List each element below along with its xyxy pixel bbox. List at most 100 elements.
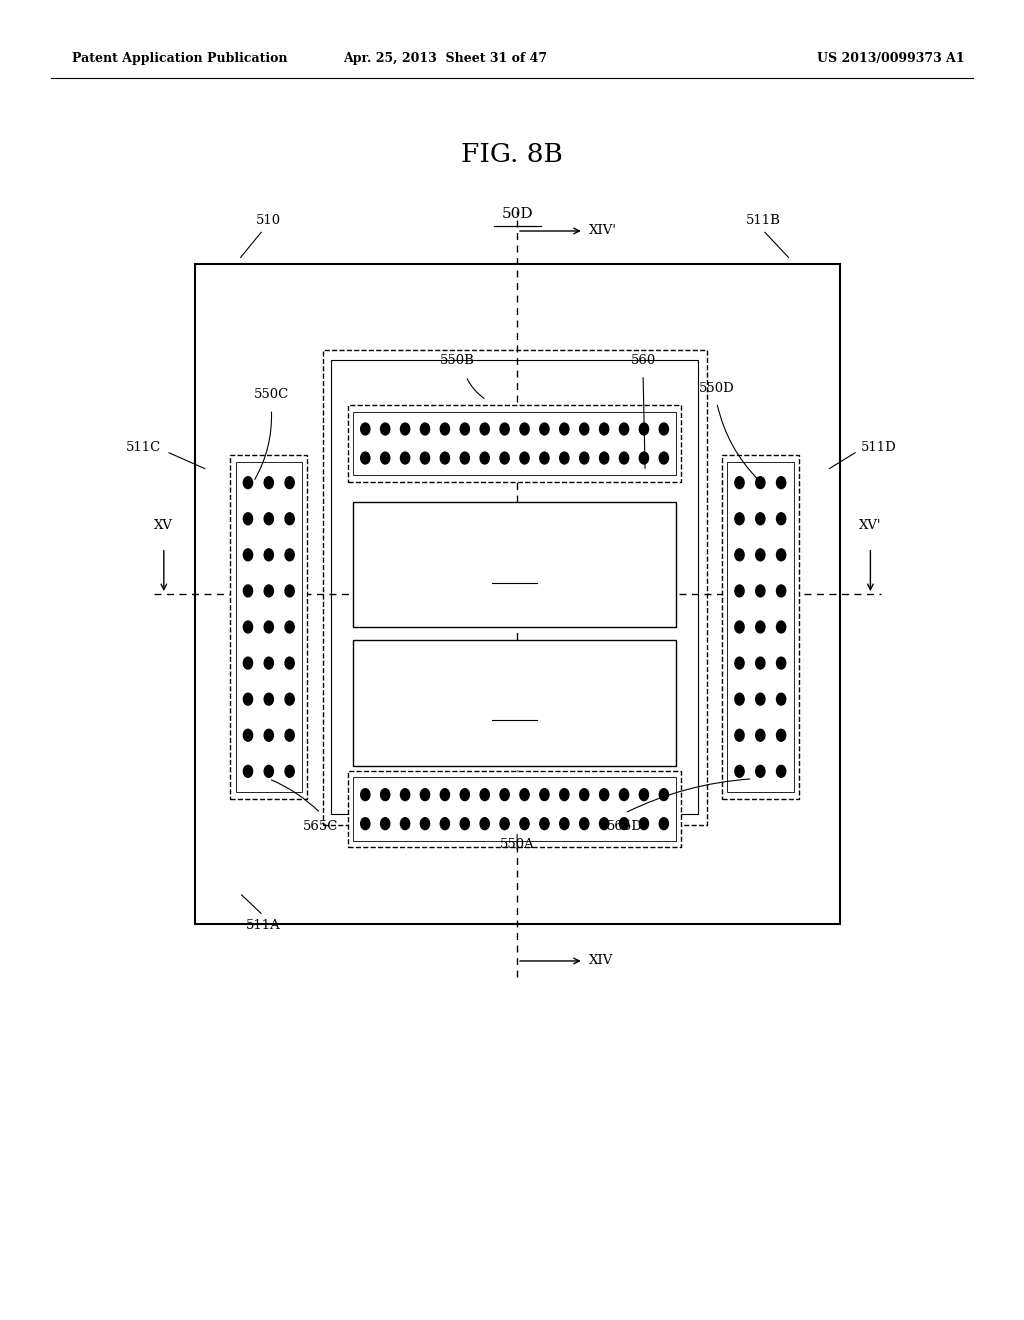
Circle shape	[620, 817, 629, 830]
Bar	[353, 777, 676, 841]
Bar	[353, 502, 676, 627]
Circle shape	[756, 512, 765, 525]
Text: 511C: 511C	[126, 441, 161, 454]
Circle shape	[264, 585, 273, 597]
Text: 50D: 50D	[502, 207, 532, 220]
Circle shape	[440, 817, 450, 830]
Circle shape	[776, 477, 785, 488]
Circle shape	[776, 512, 785, 525]
Circle shape	[400, 789, 410, 800]
Circle shape	[400, 817, 410, 830]
Circle shape	[285, 729, 294, 742]
Circle shape	[540, 789, 549, 800]
Circle shape	[639, 451, 648, 465]
Circle shape	[599, 817, 608, 830]
Circle shape	[381, 422, 390, 436]
Circle shape	[440, 789, 450, 800]
Circle shape	[520, 422, 529, 436]
Circle shape	[360, 422, 370, 436]
Circle shape	[776, 620, 785, 634]
Circle shape	[244, 729, 253, 742]
Text: 560: 560	[631, 354, 655, 367]
Circle shape	[735, 693, 744, 705]
Circle shape	[264, 766, 273, 777]
Circle shape	[244, 585, 253, 597]
Circle shape	[421, 451, 430, 465]
Circle shape	[560, 451, 569, 465]
Text: 550D: 550D	[699, 381, 734, 395]
Circle shape	[285, 477, 294, 488]
Bar	[353, 640, 676, 766]
Circle shape	[440, 422, 450, 436]
Circle shape	[400, 451, 410, 465]
Circle shape	[599, 451, 608, 465]
Text: 550A: 550A	[500, 838, 535, 851]
Circle shape	[659, 789, 669, 800]
Circle shape	[460, 422, 469, 436]
Circle shape	[560, 422, 569, 436]
Text: XV': XV'	[859, 519, 882, 532]
Circle shape	[381, 789, 390, 800]
Circle shape	[639, 789, 648, 800]
Circle shape	[244, 477, 253, 488]
Circle shape	[659, 817, 669, 830]
Bar	[348, 771, 681, 847]
Circle shape	[421, 817, 430, 830]
Text: 550C: 550C	[254, 388, 289, 401]
Circle shape	[264, 693, 273, 705]
Bar	[236, 462, 302, 792]
Bar	[348, 405, 681, 482]
Circle shape	[580, 422, 589, 436]
Circle shape	[360, 789, 370, 800]
Text: XIV: XIV	[589, 954, 613, 968]
Circle shape	[244, 693, 253, 705]
Circle shape	[756, 620, 765, 634]
Circle shape	[381, 451, 390, 465]
Bar	[353, 412, 676, 475]
Circle shape	[756, 693, 765, 705]
Circle shape	[620, 451, 629, 465]
Circle shape	[735, 620, 744, 634]
Circle shape	[756, 549, 765, 561]
Circle shape	[639, 422, 648, 436]
Circle shape	[756, 766, 765, 777]
Circle shape	[756, 657, 765, 669]
Circle shape	[735, 766, 744, 777]
Circle shape	[756, 729, 765, 742]
Circle shape	[480, 451, 489, 465]
Circle shape	[620, 789, 629, 800]
Circle shape	[400, 422, 410, 436]
Circle shape	[285, 657, 294, 669]
Circle shape	[776, 693, 785, 705]
Circle shape	[735, 585, 744, 597]
Circle shape	[620, 422, 629, 436]
Circle shape	[480, 422, 489, 436]
Circle shape	[776, 549, 785, 561]
Text: 550B: 550B	[440, 354, 475, 367]
Circle shape	[520, 789, 529, 800]
Circle shape	[520, 451, 529, 465]
Circle shape	[520, 817, 529, 830]
Circle shape	[500, 789, 509, 800]
Text: XIV': XIV'	[589, 224, 616, 238]
Text: 565D: 565D	[606, 820, 643, 833]
Circle shape	[381, 817, 390, 830]
Text: 565B: 565B	[497, 557, 532, 572]
Circle shape	[264, 620, 273, 634]
Bar	[727, 462, 794, 792]
Circle shape	[285, 585, 294, 597]
Circle shape	[756, 585, 765, 597]
Text: XV: XV	[155, 519, 173, 532]
Text: Apr. 25, 2013  Sheet 31 of 47: Apr. 25, 2013 Sheet 31 of 47	[343, 51, 548, 65]
Circle shape	[244, 620, 253, 634]
Circle shape	[500, 817, 509, 830]
Circle shape	[244, 657, 253, 669]
Text: FIG. 8B: FIG. 8B	[461, 143, 563, 166]
Circle shape	[285, 549, 294, 561]
Circle shape	[421, 789, 430, 800]
Circle shape	[599, 789, 608, 800]
Circle shape	[480, 817, 489, 830]
Circle shape	[735, 549, 744, 561]
Text: 511A: 511A	[246, 919, 281, 932]
Circle shape	[460, 817, 469, 830]
